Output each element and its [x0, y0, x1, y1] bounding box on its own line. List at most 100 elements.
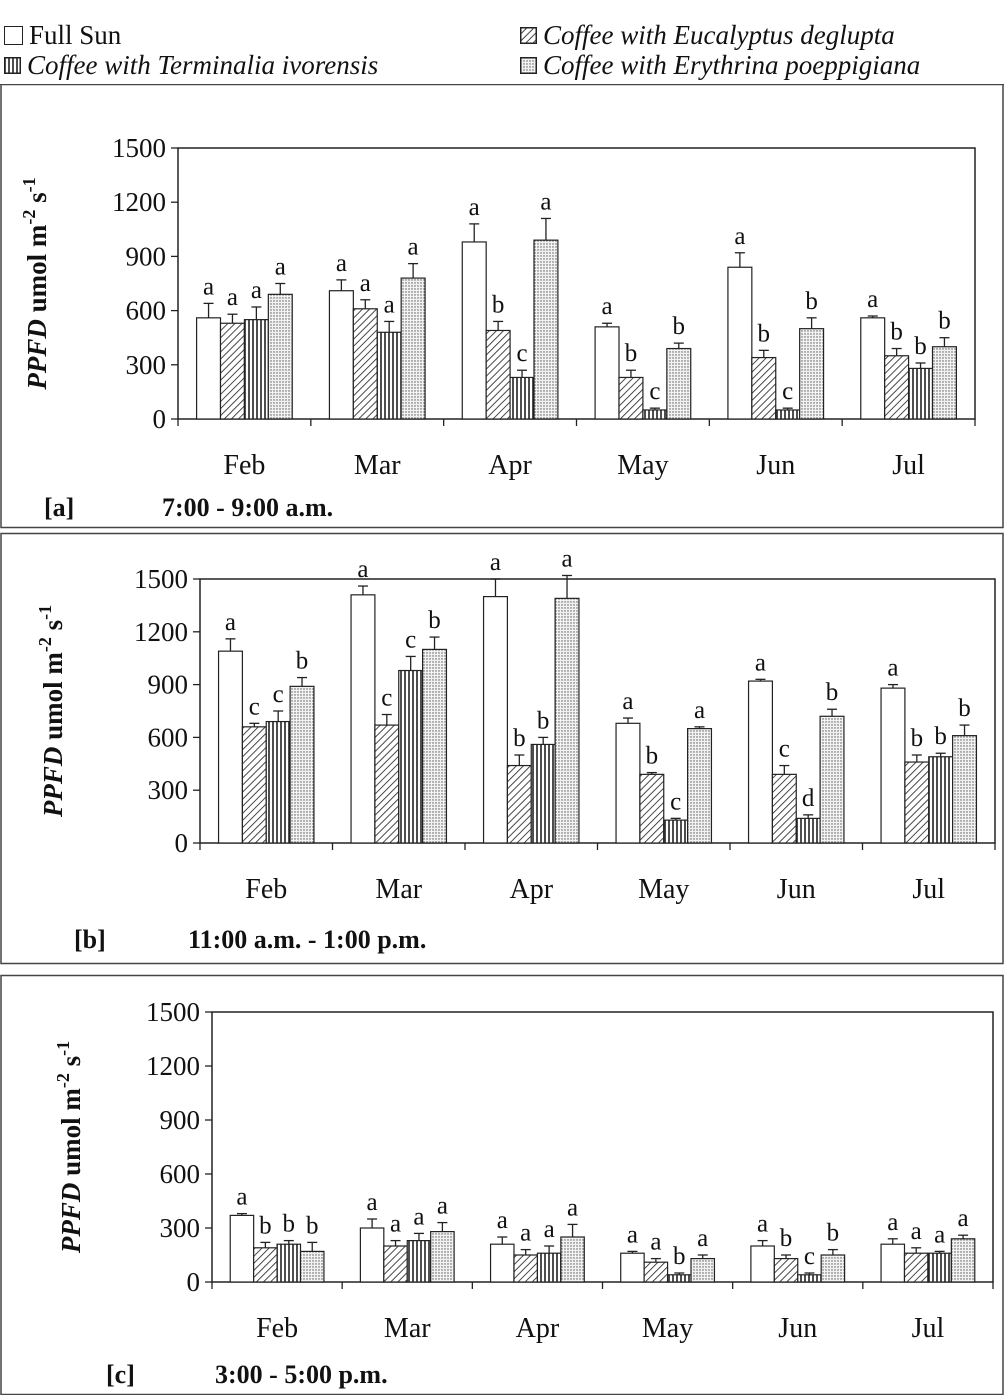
chart-panel-b: 0 300 600 900 1200 1500 PPFD umol m-2 s-1 Feb a c… [0, 532, 1004, 965]
significance-letter: c [779, 736, 790, 763]
legend-swatch-erythrina [520, 57, 537, 74]
bar-ter-jun [775, 409, 801, 420]
bar-sun-jul [880, 687, 906, 844]
significance-letter: a [390, 1211, 401, 1238]
significance-letter: a [561, 545, 572, 572]
bar-ter-jul [927, 1252, 952, 1283]
bar-ery-mar [400, 277, 426, 420]
significance-letter: c [782, 378, 793, 405]
significance-letter: c [405, 626, 416, 653]
bar-ter-apr [509, 376, 535, 420]
y-tick-label: 600 [148, 722, 189, 752]
significance-letter: a [887, 655, 898, 682]
panel-frame [0, 84, 1004, 529]
bar-ery-jun [799, 328, 825, 420]
bar-ter-jun [795, 817, 821, 844]
bar-ter-may [666, 1274, 692, 1283]
significance-letter: a [757, 1211, 768, 1238]
y-tick-label: 300 [126, 350, 167, 380]
panel-frame [0, 974, 1004, 1395]
bar-sun-mar [328, 290, 354, 420]
significance-letter: a [357, 556, 368, 583]
significance-letter: c [516, 340, 527, 367]
bar-sun-apr [482, 595, 508, 844]
significance-letter: b [428, 607, 441, 634]
x-tick-label: Apr [509, 874, 553, 905]
significance-letter: a [540, 188, 551, 215]
bar-euc-mar [383, 1245, 408, 1283]
bar-ery-jul [931, 346, 958, 420]
y-tick-label: 600 [126, 296, 167, 326]
legend-swatch-full-sun [4, 26, 23, 45]
significance-letter: b [673, 1243, 686, 1270]
significance-letter: a [367, 1189, 378, 1216]
time-label: 11:00 a.m. - 1:00 p.m. [188, 925, 426, 954]
y-tick-label: 1200 [134, 617, 188, 647]
y-axis-label: PPFD umol m-2 s-1 [19, 177, 52, 390]
y-tick-label: 900 [160, 1105, 201, 1135]
bar-euc-apr [485, 329, 511, 420]
bar-ter-may [642, 409, 668, 420]
x-tick-label: Mar [375, 874, 422, 905]
bar-ter-mar [376, 331, 402, 420]
legend-label: Full Sun [29, 20, 122, 50]
bar-ery-apr [554, 597, 580, 844]
x-tick-label: May [642, 1313, 693, 1344]
significance-letter: b [306, 1212, 319, 1239]
significance-letter: a [601, 293, 612, 320]
bar-ter-jul [928, 756, 954, 844]
significance-letter: a [697, 1225, 708, 1252]
bar-ery-apr [533, 239, 559, 420]
bar-ter-jul [907, 367, 934, 420]
bar-sun-may [615, 722, 641, 844]
bar-ery-may [690, 1258, 716, 1283]
bar-euc-mar [352, 308, 378, 420]
significance-letter: c [649, 378, 660, 405]
significance-letter: a [934, 1221, 945, 1248]
time-label: 3:00 - 5:00 p.m. [215, 1360, 388, 1389]
significance-letter: a [413, 1203, 424, 1230]
bar-euc-may [639, 773, 665, 844]
bar-sun-feb [229, 1214, 255, 1283]
bar-euc-jul [884, 355, 910, 420]
bar-euc-may [643, 1261, 669, 1283]
significance-letter: b [911, 725, 924, 752]
bar-sun-feb [195, 317, 222, 420]
bar-sun-jul [880, 1243, 906, 1283]
x-tick-label: Jul [912, 1313, 945, 1344]
significance-letter: c [670, 788, 681, 815]
significance-letter: a [755, 649, 766, 676]
significance-letter: c [381, 685, 392, 712]
significance-letter: b [805, 288, 818, 315]
bar-ter-feb [243, 319, 269, 420]
bar-ery-mar [422, 648, 448, 844]
y-tick-label: 1500 [146, 997, 200, 1027]
bar-sun-jul [860, 317, 886, 420]
significance-letter: b [625, 340, 638, 367]
bar-sun-apr [489, 1243, 515, 1283]
significance-letter: a [437, 1193, 448, 1220]
legend-label: Coffee with Eucalyptus deglupta [543, 20, 895, 50]
significance-letter: a [911, 1218, 922, 1245]
legend-item-terminalia: Coffee with Terminalia ivorensis [4, 50, 378, 81]
x-tick-label: Jun [777, 874, 816, 905]
legend-label: Coffee with Terminalia ivorensis [27, 50, 379, 80]
bar-euc-feb [219, 322, 246, 420]
significance-letter: a [275, 254, 286, 281]
y-tick-label: 900 [148, 670, 189, 700]
significance-letter: b [958, 695, 971, 722]
y-tick-label: 1200 [146, 1051, 200, 1081]
y-axis-label: PPFD umol m-2 s-1 [53, 1041, 86, 1254]
significance-letter: a [887, 1209, 898, 1236]
significance-letter: b [890, 319, 903, 346]
significance-letter: a [567, 1194, 578, 1221]
significance-letter: a [497, 1207, 508, 1234]
bar-euc-mar [374, 724, 400, 844]
significance-letter: a [469, 194, 480, 221]
panel-frame [0, 532, 1004, 965]
bar-euc-jul [904, 761, 930, 844]
y-tick-label: 300 [160, 1213, 201, 1243]
x-tick-label: Apr [516, 1313, 560, 1344]
